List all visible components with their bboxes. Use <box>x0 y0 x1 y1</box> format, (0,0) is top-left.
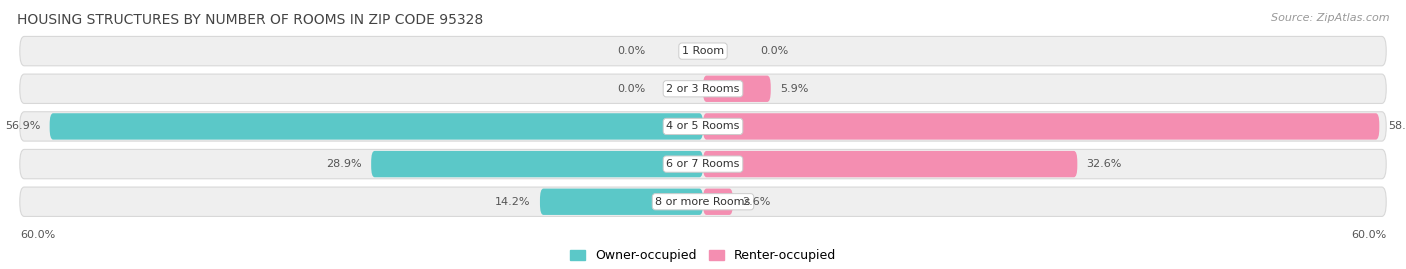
FancyBboxPatch shape <box>371 151 703 177</box>
Text: 5.9%: 5.9% <box>780 84 808 94</box>
FancyBboxPatch shape <box>20 149 1386 179</box>
Text: 6 or 7 Rooms: 6 or 7 Rooms <box>666 159 740 169</box>
Text: 0.0%: 0.0% <box>761 46 789 56</box>
Text: 58.9%: 58.9% <box>1389 121 1406 132</box>
Text: 60.0%: 60.0% <box>20 230 55 240</box>
FancyBboxPatch shape <box>49 113 703 140</box>
Text: 4 or 5 Rooms: 4 or 5 Rooms <box>666 121 740 132</box>
FancyBboxPatch shape <box>703 189 733 215</box>
Text: Source: ZipAtlas.com: Source: ZipAtlas.com <box>1271 13 1389 23</box>
Legend: Owner-occupied, Renter-occupied: Owner-occupied, Renter-occupied <box>569 249 837 262</box>
Text: 60.0%: 60.0% <box>1351 230 1386 240</box>
Text: HOUSING STRUCTURES BY NUMBER OF ROOMS IN ZIP CODE 95328: HOUSING STRUCTURES BY NUMBER OF ROOMS IN… <box>17 13 484 27</box>
Text: 56.9%: 56.9% <box>6 121 41 132</box>
Text: 14.2%: 14.2% <box>495 197 531 207</box>
Text: 28.9%: 28.9% <box>326 159 361 169</box>
FancyBboxPatch shape <box>703 113 1379 140</box>
Text: 32.6%: 32.6% <box>1087 159 1122 169</box>
Text: 0.0%: 0.0% <box>617 84 645 94</box>
FancyBboxPatch shape <box>703 76 770 102</box>
FancyBboxPatch shape <box>20 187 1386 217</box>
Text: 1 Room: 1 Room <box>682 46 724 56</box>
FancyBboxPatch shape <box>20 36 1386 66</box>
Text: 2 or 3 Rooms: 2 or 3 Rooms <box>666 84 740 94</box>
FancyBboxPatch shape <box>540 189 703 215</box>
Text: 2.6%: 2.6% <box>742 197 770 207</box>
Text: 0.0%: 0.0% <box>617 46 645 56</box>
Text: 8 or more Rooms: 8 or more Rooms <box>655 197 751 207</box>
FancyBboxPatch shape <box>703 151 1077 177</box>
FancyBboxPatch shape <box>20 112 1386 141</box>
FancyBboxPatch shape <box>20 74 1386 104</box>
